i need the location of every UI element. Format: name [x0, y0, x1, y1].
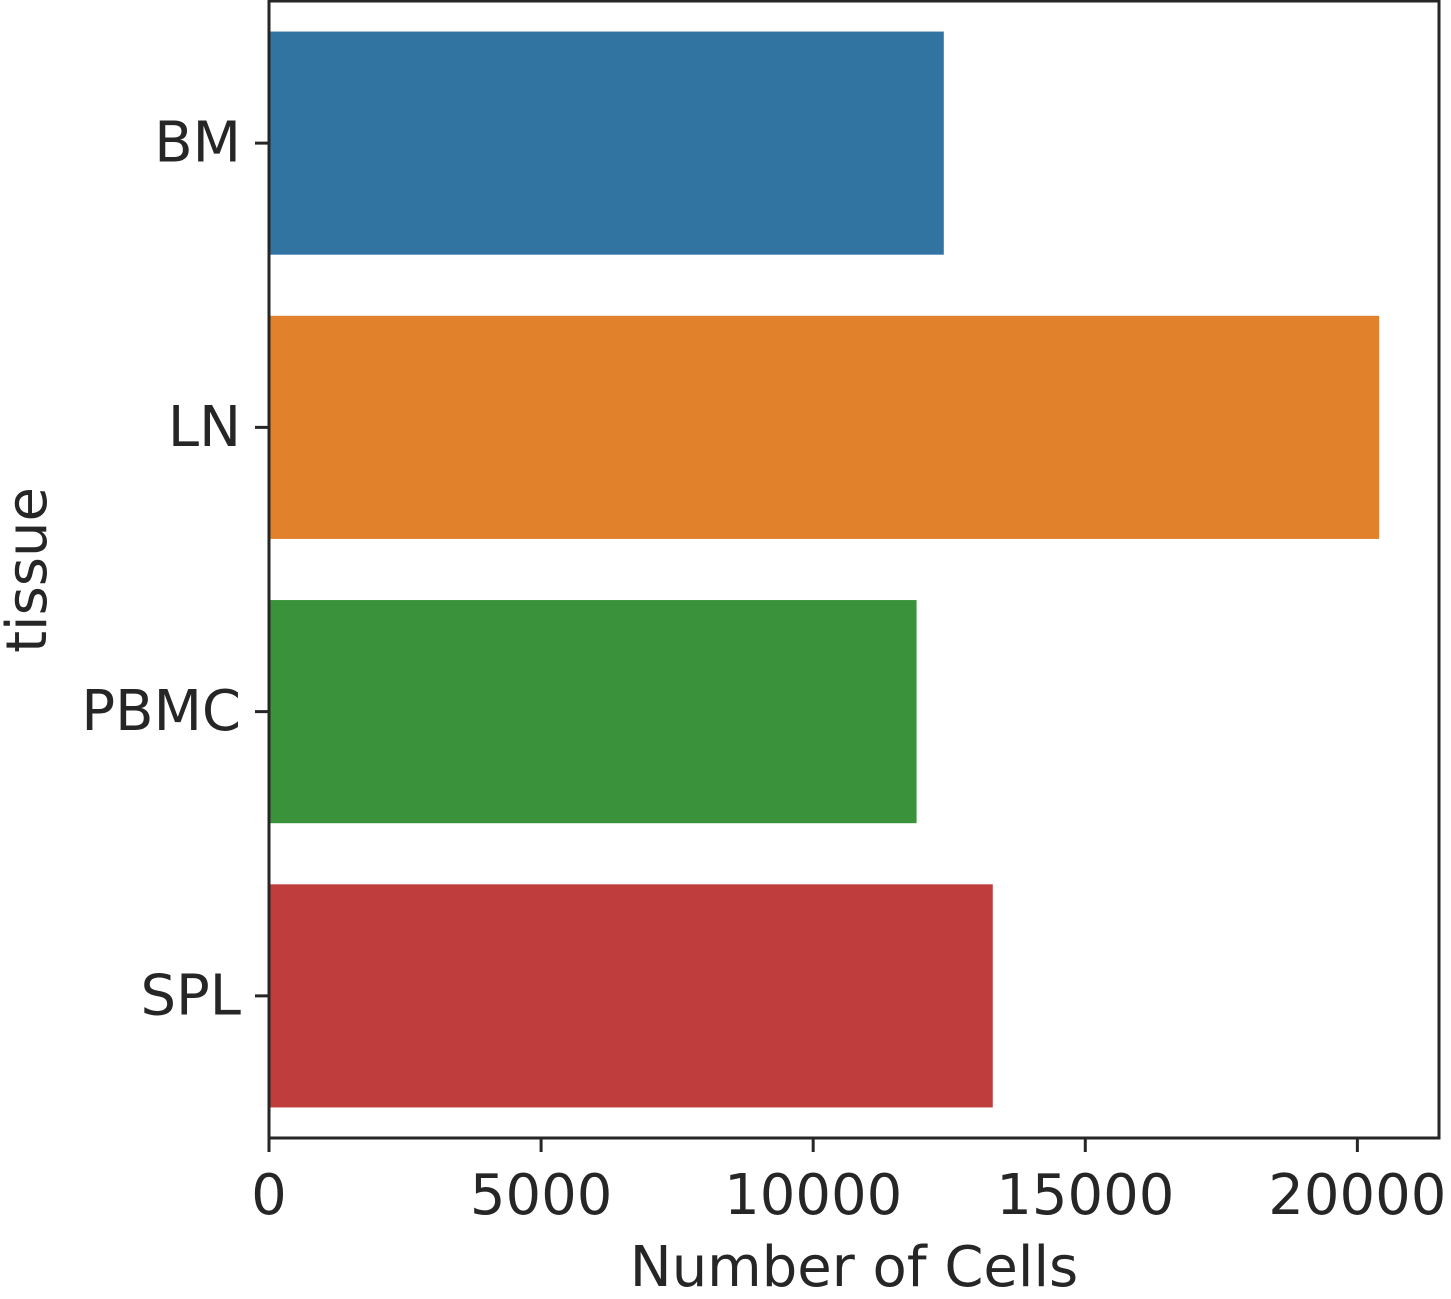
y-tick-label-bm: BM — [154, 111, 241, 176]
x-tick-label-15000: 15000 — [996, 1163, 1174, 1228]
x-tick-label-5000: 5000 — [470, 1163, 613, 1228]
bar-spl — [269, 884, 993, 1108]
bar-pbmc — [269, 600, 917, 824]
bars-group — [269, 31, 1380, 1108]
y-tick-label-spl: SPL — [140, 963, 241, 1028]
x-tick-label-20000: 20000 — [1268, 1163, 1446, 1228]
x-tick-label-10000: 10000 — [724, 1163, 902, 1228]
x-ticks-group: 0 5000 10000 15000 20000 — [251, 1138, 1446, 1228]
x-axis-title: Number of Cells — [630, 1235, 1078, 1299]
y-tick-label-ln: LN — [168, 395, 241, 460]
x-tick-label-0: 0 — [251, 1163, 287, 1228]
plot-frame — [267, 0, 1441, 1140]
y-axis-title: tissue — [0, 487, 60, 653]
bar-bm — [269, 31, 944, 255]
bar-ln — [269, 315, 1380, 539]
y-tick-label-pbmc: PBMC — [81, 679, 241, 744]
y-ticks-group: BM LN PBMC SPL — [81, 111, 269, 1028]
